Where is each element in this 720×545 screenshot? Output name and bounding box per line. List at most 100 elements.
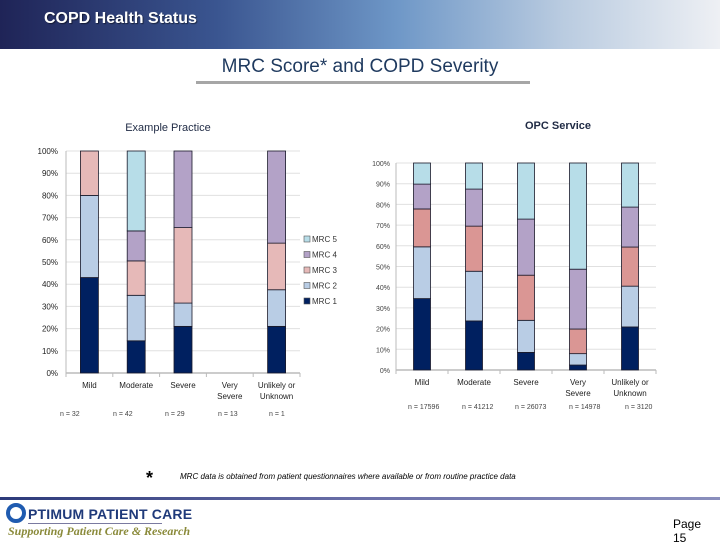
y-tick-label: 60% (376, 244, 390, 251)
x-category-label: Mild (82, 381, 97, 390)
y-tick-label: 10% (42, 347, 58, 356)
y-tick-label: 60% (42, 236, 58, 245)
bar-segment-mrc-4 (621, 206, 639, 248)
page-number: Page 15 (673, 517, 703, 545)
y-tick-label: 80% (42, 191, 58, 200)
x-category-label: Severe (513, 378, 539, 387)
y-tick-label: 50% (376, 265, 390, 272)
company-logo: PTIMUM PATIENT CARE Supporting Patient C… (6, 503, 246, 539)
legend-swatch (303, 251, 311, 258)
bar-segment-mrc-3 (569, 328, 587, 355)
y-tick-label: 40% (42, 280, 58, 289)
bar-segment-mrc-4 (126, 230, 146, 262)
bar-segment-mrc-4 (465, 188, 483, 227)
legend-swatch (303, 297, 311, 305)
y-tick-label: 70% (42, 214, 58, 223)
y-tick-label: 40% (376, 285, 390, 292)
x-category-label: Unknown (613, 389, 646, 398)
y-tick-label: 90% (42, 169, 58, 178)
bar-segment-mrc-3 (267, 242, 287, 291)
x-category-label: Very (570, 378, 586, 387)
bar-segment-mrc-5 (621, 162, 639, 208)
bar-segment-mrc-2 (267, 289, 287, 327)
bar-segment-mrc-5 (126, 150, 146, 232)
bar-segment-mrc-3 (465, 225, 483, 272)
page-title: MRC Score* and COPD Severity (221, 56, 499, 77)
y-tick-label: 100% (372, 161, 390, 168)
y-tick-label: 70% (376, 223, 390, 230)
bar-segment-mrc-1 (80, 277, 99, 374)
n-count-label: n = 13 (218, 411, 238, 418)
bar-segment-mrc-5 (413, 162, 431, 185)
bar-segment-mrc-2 (80, 194, 99, 278)
header-banner: COPD Health Status (0, 0, 720, 49)
bar-segment-mrc-3 (413, 208, 431, 248)
y-tick-label: 0% (380, 368, 390, 375)
logo-ring-icon (6, 503, 26, 523)
bar-segment-mrc-4 (569, 268, 587, 330)
bar-segment-mrc-2 (413, 246, 431, 299)
bar-segment-mrc-5 (569, 162, 587, 270)
title-underline (196, 81, 530, 84)
x-category-label: Very (222, 381, 238, 390)
y-tick-label: 100% (38, 147, 58, 156)
y-tick-label: 10% (376, 347, 390, 354)
bar-segment-mrc-1 (413, 298, 431, 371)
x-category-label: Moderate (457, 378, 491, 387)
x-category-label: Moderate (119, 381, 153, 390)
legend-swatch (303, 266, 311, 274)
chart-title: Example Practice (125, 122, 211, 134)
n-count-label: n = 14978 (569, 404, 600, 411)
bar-segment-mrc-5 (517, 162, 535, 220)
page-label: Page (673, 517, 702, 531)
charts-canvas: Example Practice 0% 10% 20% 30% 40% 50% 60% 70% 8… (38, 120, 657, 418)
legend-label: MRC 4 (312, 251, 337, 260)
bar-segment-mrc-4 (267, 150, 287, 244)
n-count-label: n = 29 (165, 411, 185, 418)
bar-segment-mrc-3 (173, 227, 193, 304)
bar-segment-mrc-2 (569, 353, 587, 366)
bar-segment-mrc-2 (465, 270, 483, 322)
n-count-label: n = 3120 (625, 404, 653, 411)
bar-segment-mrc-2 (517, 319, 535, 353)
y-tick-label: 30% (42, 302, 58, 311)
bar-segment-mrc-3 (80, 150, 99, 196)
y-tick-label: 80% (376, 202, 390, 209)
n-count-label: n = 17596 (408, 404, 439, 411)
bar-segment-mrc-3 (517, 274, 535, 321)
x-category-label: Unlikely or (258, 381, 296, 390)
bar-segment-mrc-5 (465, 162, 483, 190)
section-title: COPD Health Status (44, 10, 197, 27)
x-category-label: Unlikely or (611, 378, 649, 387)
n-count-label: n = 41212 (462, 404, 493, 411)
bar-segment-mrc-3 (126, 260, 146, 296)
n-count-label: n = 26073 (515, 404, 546, 411)
n-count-label: n = 32 (60, 411, 80, 418)
page-number-value: 15 (673, 531, 687, 545)
footnote-text: MRC data is obtained from patient questi… (180, 472, 516, 481)
bar-segment-mrc-2 (173, 302, 193, 327)
legend-label: MRC 3 (312, 266, 337, 275)
y-tick-label: 0% (46, 369, 58, 378)
legend-label: MRC 5 (312, 235, 337, 244)
logo-name: PTIMUM PATIENT CARE (28, 506, 193, 522)
bar-segment-mrc-4 (413, 183, 431, 210)
bar-segment-mrc-1 (173, 325, 193, 374)
x-category-label: Unknown (260, 392, 293, 401)
n-count-label: n = 1 (269, 411, 285, 418)
legend-swatch (303, 235, 311, 243)
x-category-label: Severe (565, 389, 591, 398)
bar-segment-mrc-2 (126, 294, 146, 342)
bar-segment-mrc-3 (621, 246, 639, 287)
bar-segment-mrc-1 (267, 325, 287, 374)
bar-segment-mrc-1 (621, 326, 639, 371)
x-category-label: Severe (217, 392, 243, 401)
logo-tagline: Supporting Patient Care & Research (8, 524, 191, 538)
x-category-label: Mild (415, 378, 430, 387)
footer-divider (0, 497, 720, 500)
legend-label: MRC 1 (312, 297, 337, 306)
y-tick-label: 50% (42, 258, 58, 267)
bar-segment-mrc-4 (517, 218, 535, 276)
x-category-label: Severe (170, 381, 196, 390)
y-tick-label: 30% (376, 306, 390, 313)
